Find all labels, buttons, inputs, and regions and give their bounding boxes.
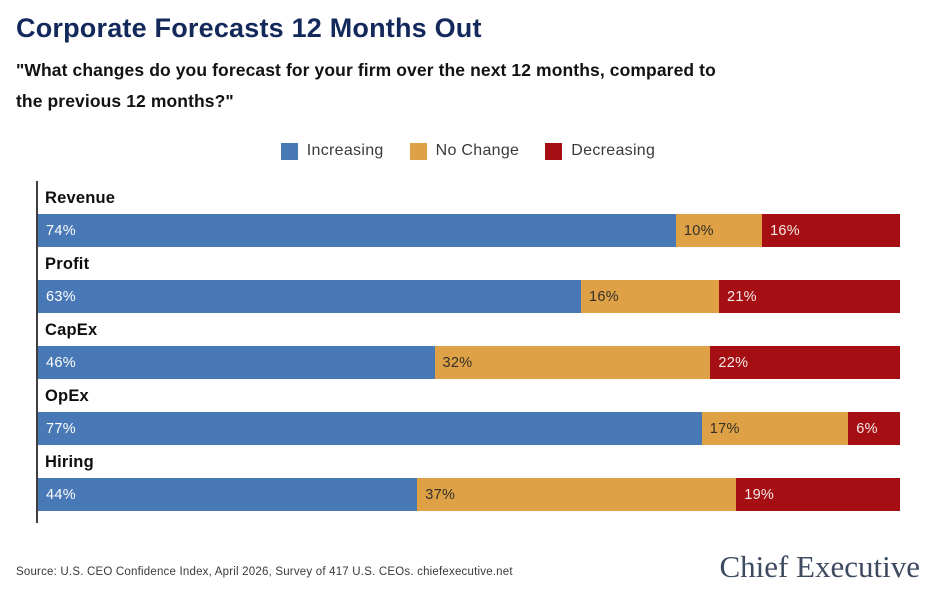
value-label: 74% xyxy=(46,222,76,239)
category-label: CapEx xyxy=(45,321,98,339)
value-label: 16% xyxy=(770,222,800,239)
bar-segment-increasing: 46% xyxy=(38,346,435,379)
bar-segment-no-change: 37% xyxy=(417,478,737,511)
category-label: Hiring xyxy=(45,453,94,471)
bar-row: CapEx 46% 32% 22% xyxy=(38,313,900,379)
value-label: 37% xyxy=(425,486,456,503)
bar-row: OpEx 77% 17% 6% xyxy=(38,379,900,445)
value-label: 17% xyxy=(709,420,740,437)
footer: Source: U.S. CEO Confidence Index, April… xyxy=(16,550,920,584)
bar-row: Revenue 74% 10% 16% xyxy=(38,181,900,247)
value-label: 32% xyxy=(442,354,473,371)
legend-item-decreasing: Decreasing xyxy=(545,142,655,160)
bar-row: Hiring 44% 37% 19% xyxy=(38,445,900,511)
value-label: 19% xyxy=(744,486,775,503)
stacked-bar: 44% 37% 19% xyxy=(38,478,900,511)
stacked-bar: 77% 17% 6% xyxy=(38,412,900,445)
legend-item-increasing: Increasing xyxy=(280,142,384,160)
value-label: 77% xyxy=(46,420,76,437)
value-label: 6% xyxy=(856,420,878,437)
bar-segment-decreasing: 16% xyxy=(762,214,900,247)
legend-label: No Change xyxy=(435,142,520,159)
value-label: 46% xyxy=(46,354,76,371)
value-label: 16% xyxy=(589,288,619,305)
stacked-bar: 46% 32% 22% xyxy=(38,346,900,379)
bar-segment-no-change: 32% xyxy=(434,346,711,379)
subtitle-line-2: the previous 12 months?" xyxy=(16,91,234,111)
category-label: Profit xyxy=(45,255,90,273)
value-label: 22% xyxy=(718,354,749,371)
stacked-bar-chart: Revenue 74% 10% 16% Profit 63% 16% 21% CapEx 46% 3… xyxy=(36,181,900,523)
bar-row: Profit 63% 16% 21% xyxy=(38,247,900,313)
bar-segment-increasing: 77% xyxy=(38,412,702,445)
bar-rows: Revenue 74% 10% 16% Profit 63% 16% 21% CapEx 46% 3… xyxy=(38,181,900,511)
legend-label: Decreasing xyxy=(571,142,656,159)
subtitle: "What changes do you forecast for your f… xyxy=(16,55,920,117)
bar-segment-no-change: 16% xyxy=(581,280,719,313)
bar-segment-increasing: 63% xyxy=(38,280,582,313)
source-text: Source: U.S. CEO Confidence Index, April… xyxy=(16,566,513,578)
bar-segment-increasing: 74% xyxy=(38,214,676,247)
category-label: Revenue xyxy=(45,189,116,207)
bar-segment-decreasing: 22% xyxy=(710,346,900,379)
bar-segment-no-change: 17% xyxy=(701,412,849,445)
bar-segment-decreasing: 19% xyxy=(736,478,900,511)
stacked-bar: 74% 10% 16% xyxy=(38,214,900,247)
page-title: Corporate Forecasts 12 Months Out xyxy=(16,13,482,43)
bar-segment-decreasing: 21% xyxy=(718,280,900,313)
bar-segment-increasing: 44% xyxy=(38,478,418,511)
bar-segment-no-change: 10% xyxy=(675,214,763,247)
category-label: OpEx xyxy=(45,387,89,405)
value-label: 44% xyxy=(46,486,76,503)
brand-logo: Chief Executive xyxy=(719,549,920,584)
legend-swatch-icon xyxy=(545,142,563,160)
value-label: 21% xyxy=(726,288,757,305)
value-label: 63% xyxy=(46,288,76,305)
value-label: 10% xyxy=(683,222,714,239)
subtitle-line-1: "What changes do you forecast for your f… xyxy=(16,60,716,80)
stacked-bar: 63% 16% 21% xyxy=(38,280,900,313)
bar-segment-decreasing: 6% xyxy=(848,412,900,445)
legend: Increasing No Change Decreasing xyxy=(16,141,920,161)
legend-swatch-icon xyxy=(409,142,427,160)
legend-swatch-icon xyxy=(280,142,298,160)
legend-label: Increasing xyxy=(306,142,384,159)
legend-item-no-change: No Change xyxy=(409,142,520,160)
